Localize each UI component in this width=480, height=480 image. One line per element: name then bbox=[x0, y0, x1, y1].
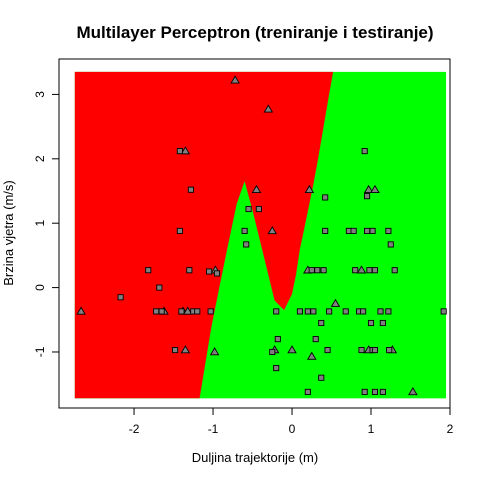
square-point bbox=[391, 267, 398, 274]
square-point bbox=[312, 336, 319, 343]
square-point bbox=[318, 374, 325, 381]
square-point bbox=[255, 205, 262, 213]
square-point bbox=[269, 348, 276, 356]
triangle-point bbox=[230, 75, 240, 84]
square-point bbox=[385, 308, 392, 315]
x-tick-label: -2 bbox=[129, 422, 140, 436]
square-point bbox=[361, 148, 368, 155]
square-point bbox=[371, 346, 379, 354]
square-point bbox=[187, 186, 194, 193]
square-point bbox=[153, 308, 160, 315]
square-point bbox=[241, 227, 248, 234]
square-point bbox=[350, 227, 357, 234]
square-point bbox=[320, 267, 327, 274]
decision-regions bbox=[74, 71, 447, 399]
square-point bbox=[207, 308, 214, 315]
square-point bbox=[371, 267, 379, 274]
x-tick-label: 1 bbox=[368, 422, 375, 436]
x-tick-label: -1 bbox=[208, 422, 219, 436]
region-class-a bbox=[74, 71, 334, 399]
square-point bbox=[117, 294, 124, 301]
square-point bbox=[326, 308, 333, 315]
square-point bbox=[145, 267, 152, 274]
square-point bbox=[322, 194, 329, 201]
square-point bbox=[367, 319, 375, 327]
square-point bbox=[194, 308, 201, 315]
square-point bbox=[273, 365, 280, 372]
square-point bbox=[186, 267, 193, 274]
triangle-point bbox=[356, 265, 367, 274]
y-tick-label: -1 bbox=[33, 346, 47, 357]
chart-title: Multilayer Perceptron (treniranje i test… bbox=[76, 23, 433, 42]
y-tick-label: 2 bbox=[33, 155, 47, 162]
square-point bbox=[172, 346, 179, 354]
triangle-point bbox=[251, 184, 262, 193]
x-tick-label: 0 bbox=[289, 422, 296, 436]
square-point bbox=[178, 308, 185, 315]
triangle-point bbox=[304, 184, 315, 193]
square-point bbox=[296, 308, 303, 315]
square-point bbox=[324, 346, 331, 354]
square-point bbox=[364, 193, 371, 200]
square-point bbox=[156, 284, 163, 291]
square-point bbox=[387, 241, 394, 248]
square-point bbox=[308, 267, 315, 274]
triangle-point bbox=[287, 345, 297, 354]
square-point bbox=[310, 308, 317, 315]
triangle-point bbox=[182, 306, 193, 315]
square-point bbox=[440, 308, 447, 315]
x-axis: -2 -1 0 1 2 bbox=[129, 407, 454, 436]
x-tick-label: 2 bbox=[447, 422, 454, 436]
square-point bbox=[371, 388, 379, 395]
triangle-point bbox=[267, 226, 278, 235]
square-point bbox=[385, 227, 392, 234]
square-point bbox=[206, 268, 213, 275]
square-point bbox=[213, 270, 221, 277]
square-point bbox=[342, 308, 349, 315]
square-point bbox=[274, 336, 281, 343]
square-point bbox=[364, 227, 371, 234]
triangle-point bbox=[306, 351, 317, 360]
triangle-point bbox=[330, 298, 341, 307]
triangle-point bbox=[76, 306, 86, 315]
square-point bbox=[304, 308, 311, 315]
square-point bbox=[369, 227, 376, 234]
y-tick-label: 3 bbox=[33, 91, 47, 98]
square-point bbox=[386, 346, 393, 354]
triangle-point bbox=[363, 184, 374, 193]
square-point bbox=[318, 319, 325, 327]
triangle-point bbox=[263, 104, 274, 113]
square-point bbox=[379, 388, 386, 395]
triangle-point bbox=[209, 347, 220, 356]
square-point bbox=[377, 308, 384, 315]
square-point bbox=[366, 267, 373, 274]
square-point bbox=[322, 227, 329, 234]
square-point bbox=[314, 267, 321, 274]
y-tick-label: 1 bbox=[33, 220, 47, 227]
y-axis: -1 0 1 2 3 bbox=[33, 91, 60, 357]
square-point bbox=[304, 388, 311, 395]
square-point bbox=[358, 346, 365, 354]
y-tick-label: 0 bbox=[33, 284, 47, 291]
square-point bbox=[273, 308, 280, 315]
square-point bbox=[360, 308, 367, 315]
y-axis-label: Brzina vjetra (m/s) bbox=[1, 180, 16, 285]
square-point bbox=[245, 205, 252, 213]
x-axis-label: Duljina trajektorije (m) bbox=[192, 450, 318, 465]
triangle-point bbox=[408, 387, 418, 396]
triangle-point bbox=[180, 146, 191, 155]
square-point bbox=[243, 241, 250, 248]
data-points bbox=[76, 75, 447, 396]
square-point bbox=[352, 267, 359, 274]
square-point bbox=[176, 148, 183, 155]
square-point bbox=[361, 388, 368, 395]
square-point bbox=[176, 227, 183, 234]
square-point bbox=[379, 319, 386, 327]
triangle-point bbox=[180, 345, 191, 354]
triangle-point bbox=[370, 184, 380, 193]
square-point bbox=[158, 308, 165, 315]
